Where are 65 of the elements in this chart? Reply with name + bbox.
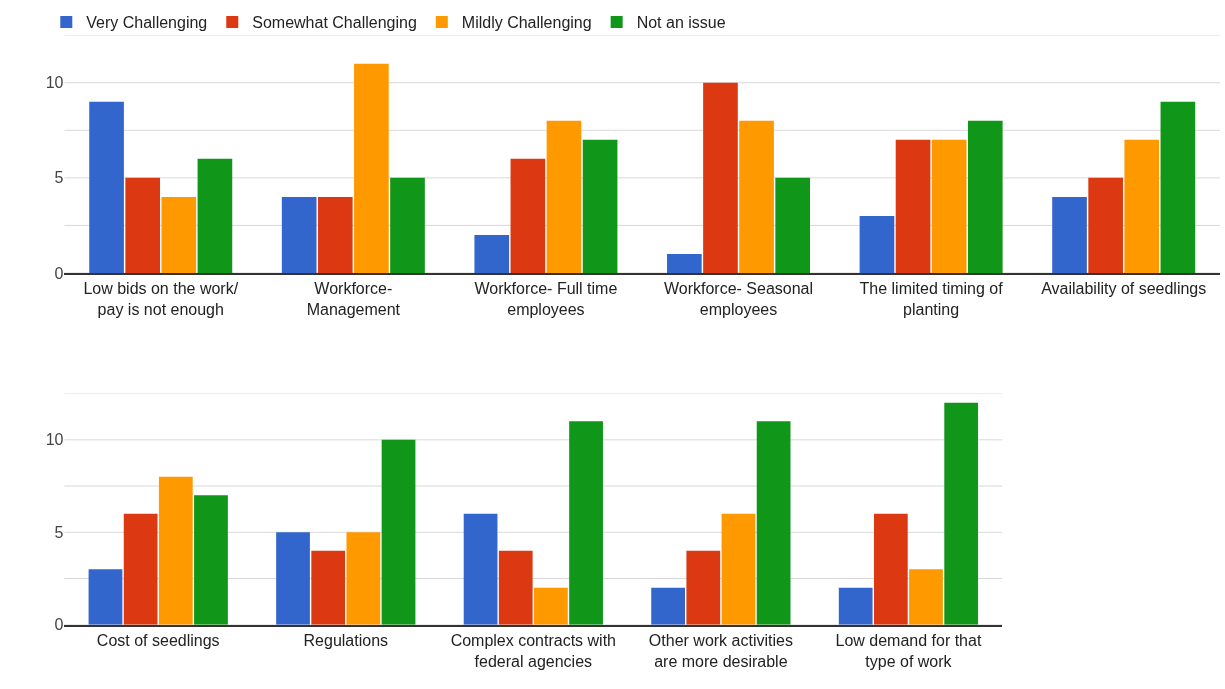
bar <box>667 253 702 273</box>
bar <box>197 158 233 273</box>
y-tick-label: 5 <box>54 169 64 187</box>
bar <box>1088 177 1123 273</box>
bar <box>651 587 686 625</box>
bar <box>1124 139 1160 273</box>
bar <box>276 532 310 625</box>
bar <box>838 587 873 625</box>
bar <box>510 158 546 273</box>
bar <box>354 63 389 273</box>
x-tick-label: Regulations <box>303 631 389 649</box>
bar <box>944 402 979 625</box>
legend-label: Somewhat Challenging <box>252 14 417 32</box>
y-tick-label: 10 <box>45 74 64 92</box>
bar <box>569 421 603 625</box>
bar <box>931 139 967 273</box>
bar <box>194 495 228 625</box>
bar <box>703 82 738 273</box>
legend-label: Very Challenging <box>86 14 208 32</box>
bar <box>158 476 193 625</box>
y-tick-label: 5 <box>54 523 64 541</box>
bar <box>317 196 353 273</box>
x-tick-label: Low bids on the work/ pay is not enough <box>83 279 239 318</box>
bar <box>721 513 756 625</box>
bar <box>381 439 416 625</box>
x-tick-label: Cost of seedlings <box>96 631 220 649</box>
bar <box>1160 101 1196 273</box>
bar <box>498 550 533 625</box>
x-tick-label: Low demand for that type of work <box>835 631 982 670</box>
bar <box>873 513 908 625</box>
bar <box>739 120 774 273</box>
bar <box>281 196 317 273</box>
bar <box>474 234 510 273</box>
bar <box>123 513 158 625</box>
bar <box>582 139 618 273</box>
y-tick-label: 0 <box>54 264 64 282</box>
bar <box>756 421 791 625</box>
bar <box>390 177 425 273</box>
x-tick-label: Workforce- Management <box>306 279 401 318</box>
x-tick-label: Workforce- Seasonal employees <box>663 279 814 318</box>
bar <box>546 120 582 273</box>
bar <box>161 196 197 273</box>
bar <box>775 177 811 273</box>
legend-label: Mildly Challenging <box>461 14 592 32</box>
bar <box>859 215 895 273</box>
x-tick-label: Workforce- Full time employees <box>474 279 618 318</box>
x-tick-label: Other work activities are more desirable <box>648 631 793 670</box>
bar <box>463 513 498 625</box>
bar <box>125 177 161 273</box>
legend-label: Not an issue <box>636 14 726 32</box>
y-tick-label: 10 <box>45 431 64 449</box>
x-tick-label: The limited timing of planting <box>859 279 1004 318</box>
x-tick-label: Complex contracts with federal agencies <box>450 631 617 670</box>
bar <box>89 101 124 273</box>
bar <box>895 139 931 273</box>
bar <box>534 587 568 625</box>
bar <box>1052 196 1087 273</box>
bar <box>88 569 123 625</box>
y-tick-label: 0 <box>54 616 64 634</box>
x-tick-label: Availability of seedlings <box>1041 279 1207 297</box>
bar <box>311 550 346 625</box>
bar <box>686 550 721 625</box>
bar <box>967 120 1003 273</box>
bar <box>909 569 943 625</box>
bar <box>346 532 381 625</box>
